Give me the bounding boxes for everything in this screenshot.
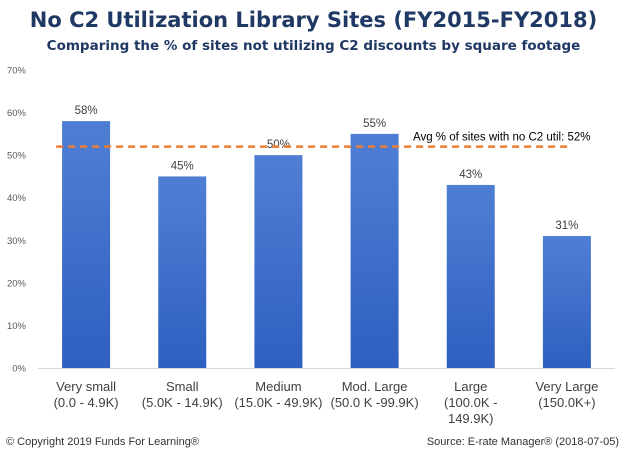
category-label: Very Large (150.0K+)	[535, 379, 598, 410]
y-tick-label: 20%	[7, 278, 27, 289]
category-label: Mod. Large (50.0 K -99.9K)	[331, 379, 419, 410]
category-label: Medium (15.0K - 49.9K)	[234, 379, 322, 410]
y-tick-label: 60%	[7, 108, 27, 119]
data-label: 58%	[75, 105, 98, 117]
bar	[350, 133, 399, 368]
bar	[446, 184, 495, 368]
y-tick-label: 50%	[7, 151, 27, 162]
category-label: Large (100.0K -149.9K)	[444, 379, 497, 426]
data-label: 45%	[171, 160, 194, 172]
chart-subtitle: Comparing the % of sites not utilizing C…	[46, 38, 581, 54]
bar	[254, 155, 303, 368]
bar	[62, 121, 111, 368]
average-annotation: Avg % of sites with no C2 util: 52%	[413, 132, 591, 144]
category-label: Small (5.0K - 14.9K)	[142, 379, 223, 410]
copyright-text: © Copyright 2019 Funds For Learning®	[6, 436, 199, 448]
data-label: 55%	[363, 118, 386, 130]
data-label: 43%	[459, 169, 482, 181]
y-tick-label: 40%	[7, 193, 27, 204]
data-label: 31%	[555, 220, 578, 232]
source-text: Source: E-rate Manager® (2018-07-05)	[426, 436, 619, 448]
bar	[542, 236, 591, 368]
y-tick-label: 10%	[7, 321, 27, 332]
chart-title: No C2 Utilization Library Sites (FY2015-…	[29, 8, 598, 32]
data-label: 50%	[267, 139, 290, 151]
y-tick-label: 70%	[7, 66, 27, 77]
bar	[158, 176, 207, 368]
y-tick-label: 30%	[7, 236, 27, 247]
category-label: Very small (0.0 - 4.9K)	[54, 379, 119, 410]
y-tick-label: 0%	[12, 364, 26, 375]
